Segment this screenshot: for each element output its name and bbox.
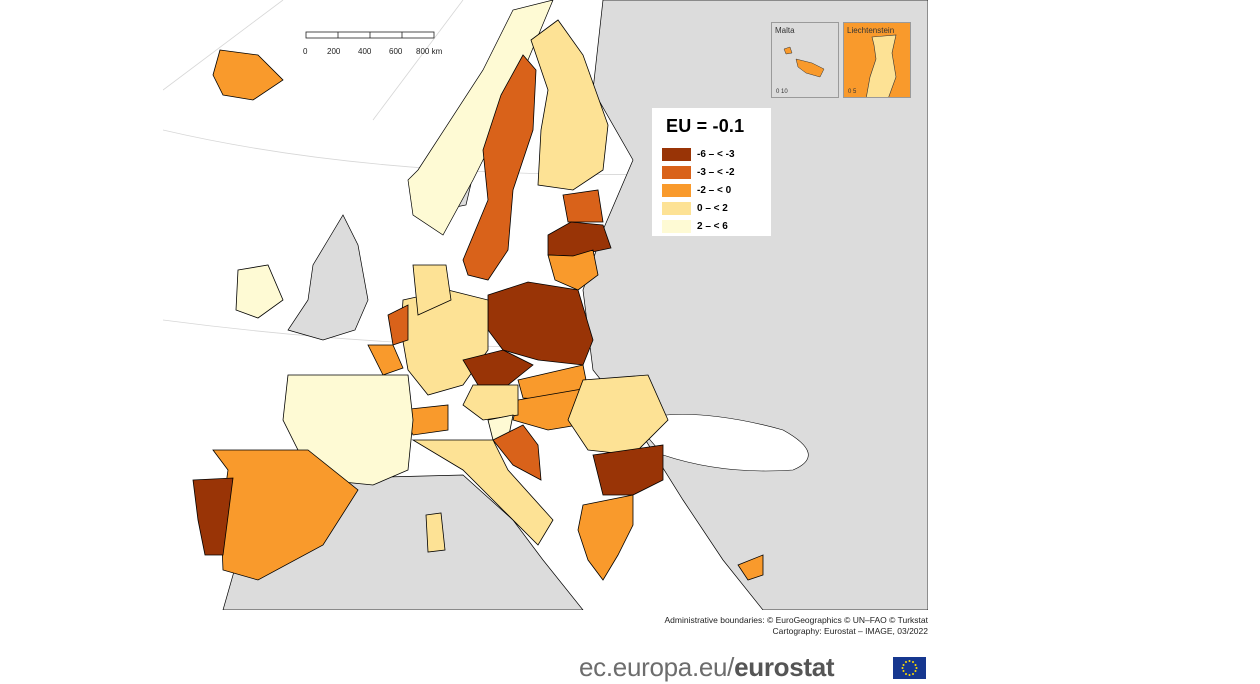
legend-swatch [662,165,691,179]
scale-label-800: 800 km [416,47,443,56]
legend-label: -2 – < 0 [697,184,732,196]
country-estonia [562,189,604,223]
country-iceland [212,49,284,101]
legend-label: -6 – < -3 [697,148,735,160]
legend-swatch [662,183,691,197]
country-croatia [492,424,542,481]
country-germany [400,289,489,396]
country-greece [577,494,634,581]
great-britain [287,214,369,341]
brand-name: eurostat [734,652,835,682]
legend-label: 0 – < 2 [697,202,728,214]
inset-scale-malta: 0 10 [776,89,788,95]
brand-url-prefix: ec.europa.eu/ [579,652,735,682]
black-sea [632,414,809,472]
europe-map: 0 200 400 600 800 km Malta 0 10 Liechten… [163,0,928,610]
scale-label-0: 0 [303,47,308,56]
legend-title: EU = -0.1 [666,116,745,136]
eu-flag-icon [893,657,926,679]
country-belgium [367,344,404,376]
eu-countries [192,19,764,581]
country-sweden [462,54,537,281]
country-italy [411,439,554,546]
inset-title-liechtenstein: Liechtenstein [847,26,895,35]
legend-swatch [662,219,691,233]
country-finland [530,19,609,191]
scale-label-200: 200 [327,47,341,56]
country-lithuania [547,249,599,291]
country-netherlands [387,304,409,346]
legend-row: 2 – < 6 [662,217,761,235]
eurostat-brand: ec.europa.eu/eurostat [579,652,835,683]
scale-label-400: 400 [358,47,372,56]
country-denmark [412,264,452,316]
country-czechia [462,349,534,386]
country-bulgaria [592,444,664,496]
legend-swatch [662,147,691,161]
eu-stars-icon [901,660,918,676]
country-cyprus [737,554,764,581]
credits-boundaries: Administrative boundaries: © EuroGeograp… [664,615,928,625]
legend-row: -6 – < -3 [662,145,761,163]
map-credits: Administrative boundaries: © EuroGeograp… [664,615,928,637]
legend-row: -2 – < 0 [662,181,761,199]
legend-row: 0 – < 2 [662,199,761,217]
malta-shape [783,46,825,78]
legend-swatch [662,201,691,215]
inset-malta: Malta 0 10 [771,22,839,98]
inset-liechtenstein: Liechtenstein 0 5 [843,22,911,98]
legend-label: -3 – < -2 [697,166,735,178]
country-sardinia [425,512,446,553]
country-ireland [235,264,284,319]
legend-label: 2 – < 6 [697,220,728,232]
credits-cartography: Cartography: Eurostat – IMAGE, 03/2022 [772,626,928,636]
scale-label-600: 600 [389,47,403,56]
country-austria [462,384,519,421]
country-portugal [192,477,234,556]
inset-scale-liechtenstein: 0 5 [848,89,857,95]
legend-row: -3 – < -2 [662,163,761,181]
scale-bar-graphic [305,31,435,39]
liechtenstein-shape [844,23,910,97]
inset-title-malta: Malta [775,26,795,35]
legend: EU = -0.1 -6 – < -3 -3 – < -2 -2 – < 0 0… [652,108,771,236]
